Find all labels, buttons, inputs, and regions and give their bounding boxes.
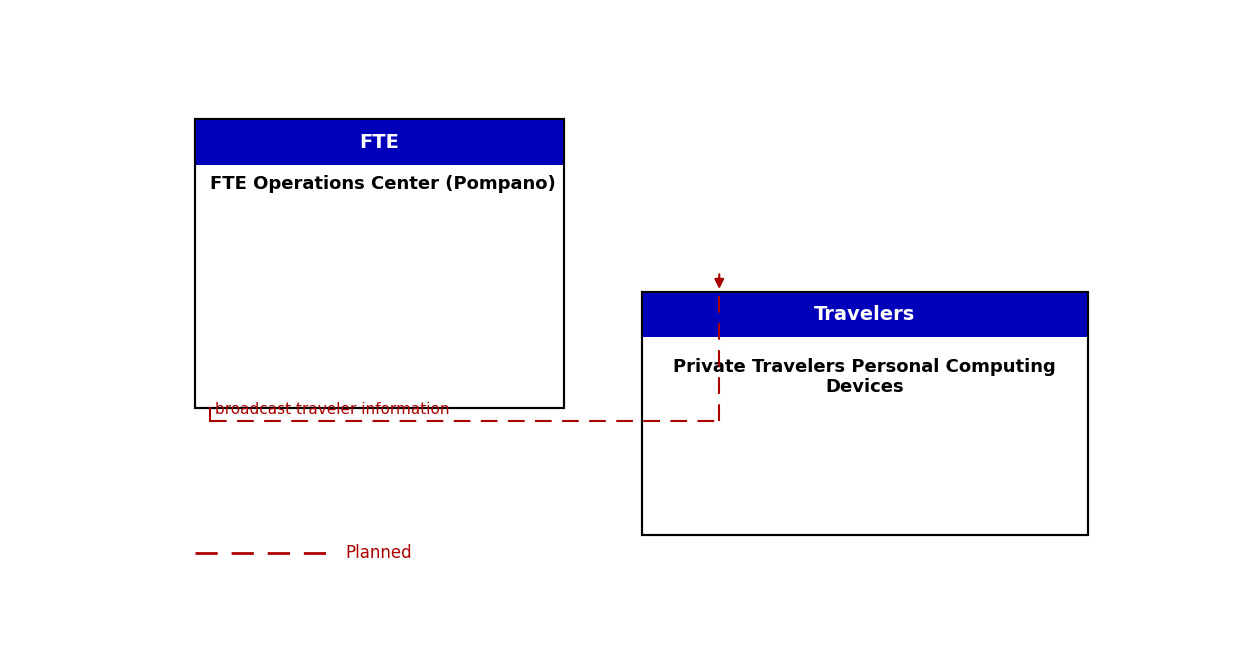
Bar: [641, 291, 1088, 535]
Text: FTE Operations Center (Pompano): FTE Operations Center (Pompano): [210, 175, 556, 193]
Bar: [641, 291, 1088, 535]
Bar: [641, 291, 1088, 338]
Bar: [195, 120, 563, 408]
Text: Private Travelers Personal Computing
Devices: Private Travelers Personal Computing Dev…: [674, 358, 1057, 396]
Text: Travelers: Travelers: [814, 305, 915, 324]
Text: FTE: FTE: [359, 133, 399, 152]
Text: Planned: Planned: [346, 544, 412, 562]
Bar: [195, 120, 563, 408]
Bar: [195, 120, 563, 165]
Text: broadcast traveler information: broadcast traveler information: [215, 402, 449, 417]
